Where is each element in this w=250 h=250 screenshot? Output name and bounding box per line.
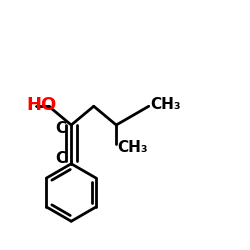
Text: C: C bbox=[56, 121, 67, 136]
Text: HO: HO bbox=[26, 96, 56, 114]
Text: CH₃: CH₃ bbox=[150, 97, 180, 112]
Text: CH₃: CH₃ bbox=[118, 140, 148, 156]
Text: C: C bbox=[56, 151, 67, 166]
